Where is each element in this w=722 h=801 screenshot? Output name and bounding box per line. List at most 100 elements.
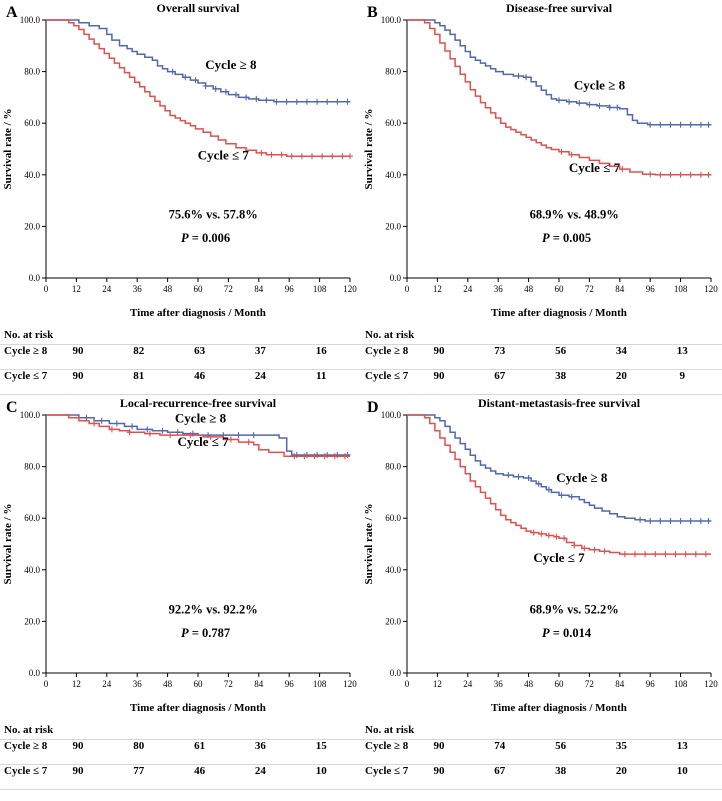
censor-mark: [566, 98, 573, 105]
series-label-blue: Cycle ≥ 8: [175, 411, 227, 426]
x-tick-label: 0: [44, 679, 49, 689]
censor-mark: [331, 453, 338, 460]
censor-mark: [601, 548, 608, 555]
y-tick-label: 100.0: [381, 15, 402, 25]
x-tick-label: 0: [405, 679, 410, 689]
censor-mark: [167, 432, 174, 439]
x-tick-label: 96: [646, 284, 656, 294]
risk-count: 10: [676, 765, 688, 777]
censor-mark: [523, 74, 530, 81]
censor-mark: [705, 518, 712, 524]
risk-count: 90: [433, 345, 445, 357]
censor-mark: [591, 546, 598, 553]
x-tick-label: 12: [433, 284, 442, 294]
y-axis-label: Survival rate / %: [363, 504, 375, 585]
risk-count: 61: [194, 740, 206, 752]
x-tick-label: 24: [102, 284, 112, 294]
y-tick-label: 60.0: [24, 513, 40, 523]
censor-mark: [538, 530, 545, 537]
x-tick-label: 60: [555, 284, 565, 294]
risk-count: 67: [494, 765, 506, 777]
survival-curve-blue: [46, 19, 350, 103]
x-tick-label: 108: [313, 679, 327, 689]
censor-mark: [568, 151, 575, 158]
risk-table-rows: Cycle ≥ 8 90 74 56 35 13 Cycle ≤ 7 90 67 38 20 10: [361, 739, 722, 790]
x-axis-label: Time after diagnosis / Month: [130, 702, 266, 714]
risk-count: 20: [615, 370, 627, 382]
censor-mark: [347, 153, 353, 160]
y-tick-label: 20.0: [385, 616, 401, 626]
x-tick-label: 24: [102, 679, 112, 689]
km-plot-D: D Distant-metastasis-free survival 0.0 20.0…: [363, 396, 718, 714]
risk-table-title: No. at risk: [4, 329, 54, 341]
risk-count: 46: [194, 765, 206, 777]
y-axis-label: Survival rate / %: [2, 504, 14, 585]
censor-mark: [657, 518, 664, 524]
censor-mark: [558, 492, 565, 499]
risk-row-label: Cycle ≥ 8: [4, 740, 48, 752]
censor-mark: [632, 551, 638, 558]
risk-count: 10: [315, 765, 327, 777]
x-tick-label: 36: [494, 679, 504, 689]
censor-mark: [334, 98, 341, 105]
censor-mark: [614, 104, 621, 111]
censor-mark: [705, 121, 712, 128]
y-tick-label: 60.0: [385, 513, 401, 523]
censor-mark: [288, 153, 295, 160]
x-tick-label: 48: [524, 679, 534, 689]
censor-mark: [268, 151, 275, 158]
censor-mark: [243, 94, 250, 101]
censor-mark: [250, 432, 257, 439]
censor-mark: [581, 545, 588, 552]
x-axis-label: Time after diagnosis / Month: [491, 702, 627, 714]
p-value-annotation: P = 0.787: [181, 626, 230, 640]
censor-mark: [545, 532, 552, 539]
disease-free-survival-chart: B Disease-free survival 0.0 20.0 40.0 60.0 80.…: [361, 0, 722, 322]
censor-mark: [113, 420, 120, 427]
panel-b-disease-free-survival: B Disease-free survival 0.0 20.0 40.0 60.0 80.…: [361, 0, 722, 395]
risk-row: Cycle ≤ 7 90 67 38 20 10: [361, 764, 722, 790]
censor-mark: [187, 432, 194, 439]
censor-mark: [192, 77, 199, 84]
censor-mark: [174, 429, 181, 436]
series-label-red: Cycle ≤ 7: [533, 550, 585, 565]
censor-mark: [556, 97, 562, 104]
censor-mark: [586, 101, 593, 108]
km-plot-B: B Disease-free survival 0.0 20.0 40.0 60.0 80.…: [363, 1, 718, 319]
x-tick-label: 60: [194, 679, 204, 689]
risk-count: 13: [676, 345, 688, 357]
censor-mark: [314, 98, 321, 105]
chart-title: Local-recurrence-free survival: [120, 396, 277, 410]
y-tick-label: 60.0: [385, 118, 401, 128]
risk-count: 63: [194, 345, 206, 357]
y-tick-label: 20.0: [385, 221, 401, 231]
x-tick-label: 108: [674, 284, 688, 294]
x-tick-label: 84: [254, 679, 264, 689]
censor-mark: [303, 98, 310, 105]
censor-mark: [245, 439, 252, 446]
survival-curve-blue: [407, 414, 711, 522]
censor-mark: [273, 98, 280, 105]
risk-count: 90: [72, 765, 84, 777]
censor-mark: [207, 433, 214, 440]
risk-count: 46: [194, 370, 206, 382]
x-tick-label: 84: [615, 679, 625, 689]
series-label-red: Cycle ≤ 7: [198, 147, 250, 162]
series-label-red: Cycle ≤ 7: [178, 434, 230, 449]
risk-count: 11: [315, 370, 327, 382]
x-tick-label: 60: [555, 679, 565, 689]
censor-mark: [647, 518, 654, 524]
risk-table-rows: Cycle ≥ 8 90 73 56 34 13 Cycle ≤ 7 90 67 38 20 9: [361, 344, 722, 395]
distant-metastasis-free-survival-chart: D Distant-metastasis-free survival 0.0 20.0…: [361, 395, 722, 717]
censor-mark: [311, 453, 318, 460]
censor-mark: [505, 472, 512, 479]
censor-mark: [530, 529, 537, 536]
km-plot-C: C Local-recurrence-free survival 0.0 20.0 40…: [2, 396, 357, 714]
survival-curve-red: [407, 19, 711, 176]
censor-mark: [298, 153, 305, 160]
censor-mark: [667, 121, 674, 128]
y-tick-label: 80.0: [385, 67, 401, 77]
x-tick-label: 120: [704, 284, 718, 294]
censor-mark: [571, 542, 578, 549]
risk-count: 56: [555, 345, 567, 357]
